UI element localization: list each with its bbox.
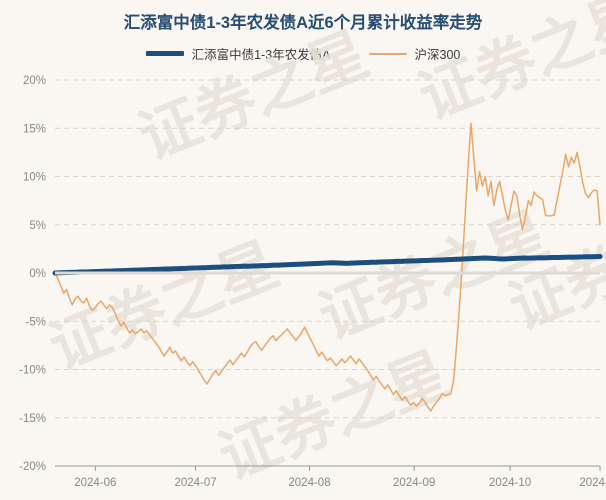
x-tick-label: 2024-06 xyxy=(74,477,116,489)
chart-legend: 汇添富中债1-3年农发债A 沪深300 xyxy=(0,44,606,63)
legend-item-benchmark[interactable]: 沪深300 xyxy=(368,44,461,63)
y-tick-label: 15% xyxy=(23,123,46,135)
legend-label-fund: 汇添富中债1-3年农发债A xyxy=(191,48,331,62)
legend-swatch-fund xyxy=(145,51,184,56)
y-tick-label: 10% xyxy=(23,172,46,184)
x-tick-label: 2024-07 xyxy=(175,477,217,489)
x-tick-label: 2024-10 xyxy=(489,477,531,489)
legend-label-benchmark: 沪深300 xyxy=(414,48,461,62)
gridlines xyxy=(55,79,600,419)
series-line xyxy=(52,254,603,276)
x-tick-label: 2024-11 xyxy=(579,477,606,489)
svg-text:证券之星: 证券之星 xyxy=(130,20,378,172)
x-tick-label: 2024-08 xyxy=(288,477,330,489)
y-axis-ticks: 20% 15% 10% 5% 0% -5% -10% -15% -20% xyxy=(19,75,46,473)
series-lines xyxy=(52,122,603,412)
y-tick-label: -5% xyxy=(26,316,46,328)
y-tick-label: -15% xyxy=(19,413,46,425)
chart-title: 汇添富中债1-3年农发债A近6个月累计收益率走势 xyxy=(123,14,483,32)
x-tick-label: 2024-09 xyxy=(393,477,435,489)
y-tick-label: -20% xyxy=(19,461,46,473)
legend-swatch-benchmark xyxy=(368,52,407,55)
y-tick-label: 5% xyxy=(29,220,46,232)
y-tick-label: -10% xyxy=(19,365,46,377)
svg-text:证券之星: 证券之星 xyxy=(40,230,288,382)
x-axis-ticks: 2024-06 2024-07 2024-08 2024-09 2024-10 2024-… xyxy=(74,477,606,489)
series-line xyxy=(54,122,601,412)
x-axis xyxy=(55,465,601,471)
y-tick-label: 20% xyxy=(23,75,46,87)
y-tick-label: 0% xyxy=(29,268,46,280)
legend-item-fund[interactable]: 汇添富中债1-3年农发债A xyxy=(145,44,331,63)
svg-text:证券之星: 证券之星 xyxy=(410,0,606,132)
